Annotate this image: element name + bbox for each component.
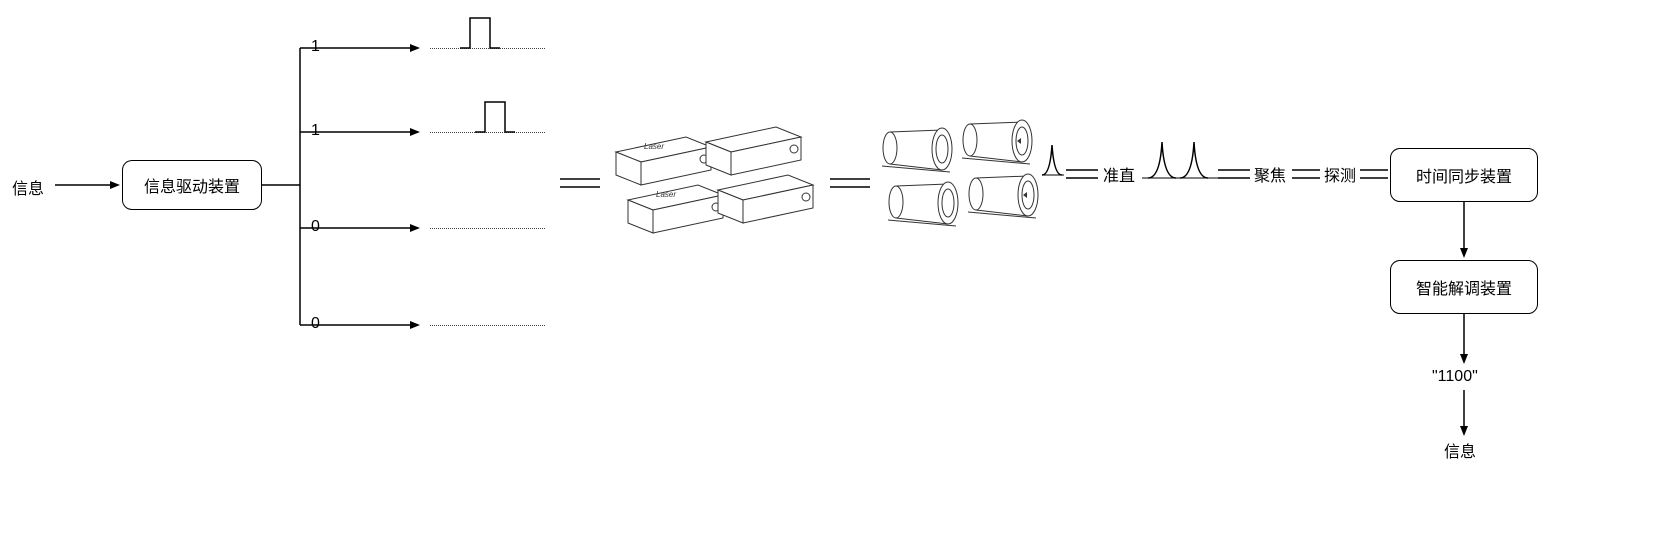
double-peak-icon	[1142, 138, 1220, 184]
output-code-label: "1100"	[1432, 368, 1478, 386]
arrow-code-output	[1454, 390, 1474, 440]
line-driver-branch	[262, 40, 312, 340]
branch-arrow-0a	[300, 220, 430, 240]
branch-arrow-0b	[300, 317, 430, 337]
svg-text:Laser: Laser	[656, 190, 676, 199]
small-peak-icon	[1042, 140, 1066, 180]
laser-device-icon: Laser Laser	[608, 115, 828, 245]
pulse-1a	[460, 16, 500, 50]
demod-box-label: 智能解调装置	[1416, 275, 1512, 299]
connector-after-laser	[830, 175, 876, 191]
arrow-sync-demod	[1454, 202, 1474, 262]
branch-arrow-1a	[300, 40, 430, 60]
focus-label: 聚焦	[1254, 162, 1286, 186]
arrow-demod-code	[1454, 314, 1474, 368]
arrow-input-driver	[55, 176, 125, 196]
collimate-label: 准直	[1103, 162, 1135, 186]
pulseline-0a	[430, 228, 545, 229]
connector-before-laser	[560, 175, 606, 191]
output-label: 信息	[1444, 438, 1476, 462]
driver-box: 信息驱动装置	[122, 160, 262, 210]
connector-detect	[1292, 166, 1324, 182]
svg-text:Laser: Laser	[644, 142, 664, 151]
driver-box-label: 信息驱动装置	[144, 173, 240, 197]
sync-box: 时间同步装置	[1390, 148, 1538, 202]
sync-box-label: 时间同步装置	[1416, 163, 1512, 187]
pulseline-0b	[430, 325, 545, 326]
input-label: 信息	[12, 175, 44, 199]
connector-focus	[1218, 166, 1254, 182]
detect-label: 探测	[1324, 162, 1356, 186]
connector-sync	[1360, 166, 1392, 182]
connector-collimate	[1066, 166, 1102, 182]
telescope-device-icon	[878, 118, 1068, 248]
branch-arrow-1b	[300, 124, 430, 144]
pulse-1b	[475, 100, 515, 134]
demod-box: 智能解调装置	[1390, 260, 1538, 314]
